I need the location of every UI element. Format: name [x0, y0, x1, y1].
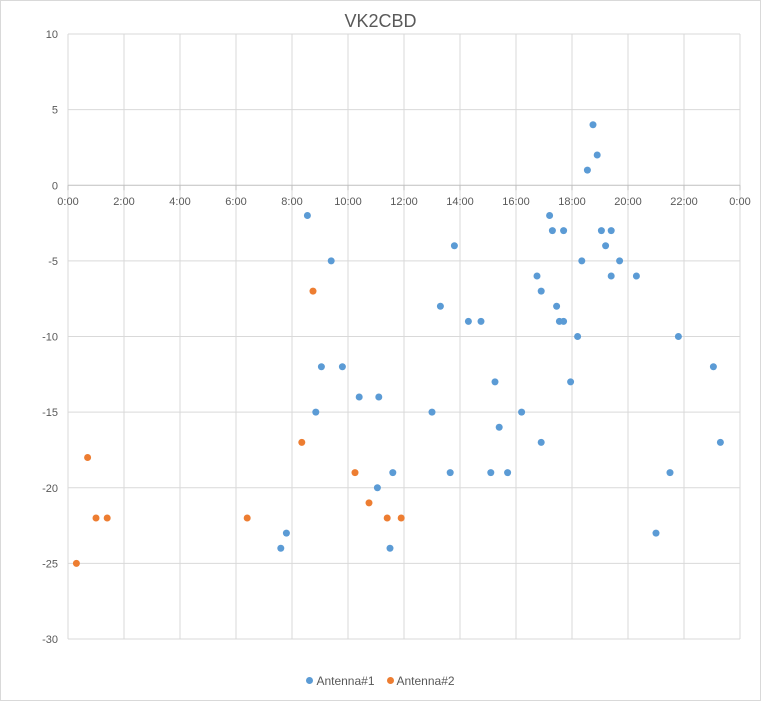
y-tick-label: 0 [52, 180, 58, 192]
data-point-series-1 [436, 302, 444, 310]
data-point-series-2 [243, 514, 251, 522]
data-point-series-1 [533, 272, 541, 280]
data-point-series-1 [553, 302, 561, 310]
data-point-series-1 [518, 408, 526, 416]
data-point-series-1 [574, 333, 582, 340]
x-tick-label: 20:00 [614, 196, 642, 208]
x-tick-label: 10:00 [334, 196, 362, 208]
data-point-series-1 [450, 242, 458, 250]
data-point-series-2 [72, 559, 80, 567]
data-point-series-2 [351, 469, 359, 477]
data-point-series-1 [327, 257, 335, 265]
data-point-series-1 [548, 227, 556, 235]
data-point-series-2 [84, 454, 92, 461]
data-point-series-2 [92, 514, 100, 522]
data-point-series-1 [674, 333, 682, 340]
data-point-series-1 [317, 363, 325, 371]
y-tick-label: -20 [42, 483, 58, 495]
y-tick-label: -25 [42, 558, 58, 570]
legend: Antenna#1 Antenna#2 [1, 673, 760, 688]
data-point-series-1 [537, 438, 545, 446]
legend-marker-icon [386, 677, 394, 684]
data-point-series-2 [365, 499, 373, 507]
data-point-series-1 [487, 469, 495, 477]
x-tick-label: 2:00 [113, 196, 134, 208]
data-point-series-2 [309, 287, 317, 295]
chart-title: VK2CBD [344, 11, 417, 31]
y-tick-label: -5 [48, 256, 58, 268]
data-point-series-1 [560, 317, 568, 325]
data-point-series-2 [383, 514, 391, 522]
data-point-series-1 [560, 227, 568, 235]
data-point-series-1 [578, 257, 586, 265]
data-point-series-2 [103, 514, 111, 522]
data-point-series-1 [428, 408, 436, 416]
data-point-series-1 [477, 317, 485, 325]
y-tick-label: -10 [42, 332, 58, 344]
data-point-series-1 [589, 121, 597, 129]
data-point-series-1 [597, 227, 605, 235]
data-point-series-1 [389, 469, 397, 477]
data-point-series-1 [632, 272, 640, 280]
data-point-series-1 [593, 151, 601, 159]
x-tick-label: 4:00 [169, 196, 190, 208]
data-point-series-1 [602, 242, 610, 250]
y-tick-label: -30 [42, 634, 58, 646]
x-tick-label: 0:00 [57, 196, 78, 208]
data-point-series-1 [716, 438, 724, 446]
data-point-series-1 [495, 423, 503, 431]
data-point-series-1 [537, 287, 545, 295]
data-point-series-1 [652, 529, 660, 537]
data-point-series-1 [491, 378, 499, 386]
y-tick-label: 5 [52, 105, 58, 117]
x-tick-label: 12:00 [390, 196, 418, 208]
data-point-series-1 [616, 257, 624, 265]
x-tick-label: 14:00 [446, 196, 474, 208]
data-point-series-1 [546, 212, 554, 219]
data-point-series-1 [282, 529, 290, 537]
data-point-series-1 [277, 544, 285, 552]
x-tick-label: 8:00 [281, 196, 302, 208]
data-point-series-1 [709, 363, 717, 371]
legend-label: Antenna#1 [316, 673, 375, 688]
data-point-series-1 [375, 393, 383, 401]
x-tick-label: 16:00 [502, 196, 530, 208]
legend-item-series-1: Antenna#1 [306, 673, 375, 688]
x-tick-label: 18:00 [558, 196, 586, 208]
data-point-series-1 [312, 408, 320, 416]
legend-marker-icon [306, 677, 314, 684]
data-point-series-1 [338, 363, 346, 371]
data-point-series-1 [464, 317, 472, 325]
data-point-series-1 [567, 378, 575, 386]
x-tick-label: 22:00 [670, 196, 698, 208]
data-point-series-1 [504, 469, 512, 477]
data-point-series-1 [303, 212, 311, 219]
data-point-series-1 [583, 166, 591, 174]
x-tick-label: 6:00 [225, 196, 246, 208]
data-point-series-1 [607, 272, 615, 280]
data-point-series-1 [446, 469, 454, 477]
data-point-series-1 [607, 227, 615, 235]
data-point-series-1 [355, 393, 363, 401]
legend-label: Antenna#2 [396, 673, 455, 688]
x-tick-label: 0:00 [729, 196, 750, 208]
data-point-series-2 [397, 514, 405, 522]
data-point-series-2 [298, 438, 306, 446]
y-tick-label: 10 [46, 29, 58, 41]
y-tick-label: -15 [42, 407, 58, 419]
legend-item-series-2: Antenna#2 [386, 673, 455, 688]
data-point-series-1 [373, 484, 381, 492]
data-point-series-1 [386, 544, 394, 552]
data-point-series-1 [666, 469, 674, 477]
